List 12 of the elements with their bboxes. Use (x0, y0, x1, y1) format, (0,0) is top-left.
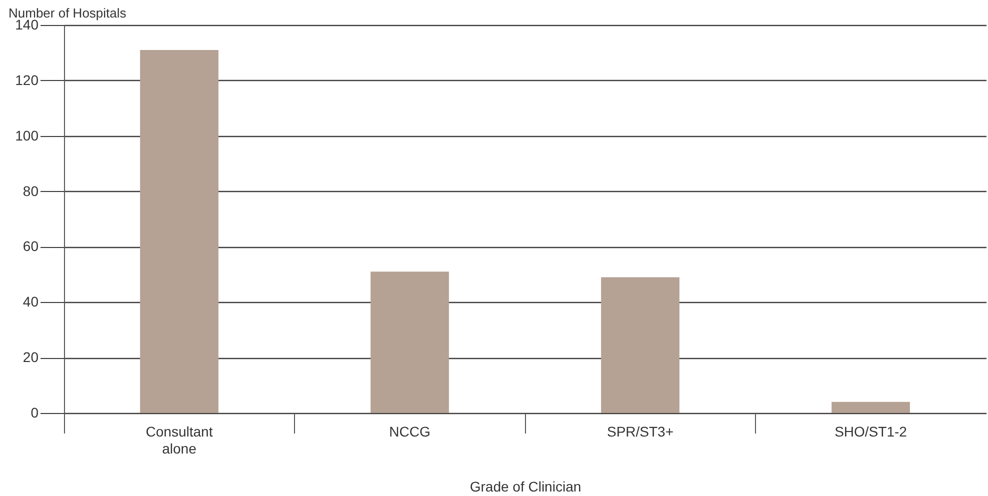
x-axis-title: Grade of Clinician (470, 478, 582, 494)
x-tick-label: Consultant alone (146, 424, 213, 456)
x-tick-label: NCCG (389, 424, 430, 440)
y-tick-label: 0 (30, 404, 39, 420)
y-tick-label: 100 (15, 127, 39, 144)
y-tick-label: 20 (22, 349, 39, 366)
y-tick-label: 80 (22, 182, 39, 199)
y-tick-label: 120 (15, 72, 39, 88)
x-tick-label: SHO/ST1-2 (834, 424, 908, 440)
y-tick-label: 60 (22, 238, 39, 254)
x-tick-label: SPR/ST3+ (606, 424, 674, 440)
y-tick-label: 40 (22, 294, 39, 310)
